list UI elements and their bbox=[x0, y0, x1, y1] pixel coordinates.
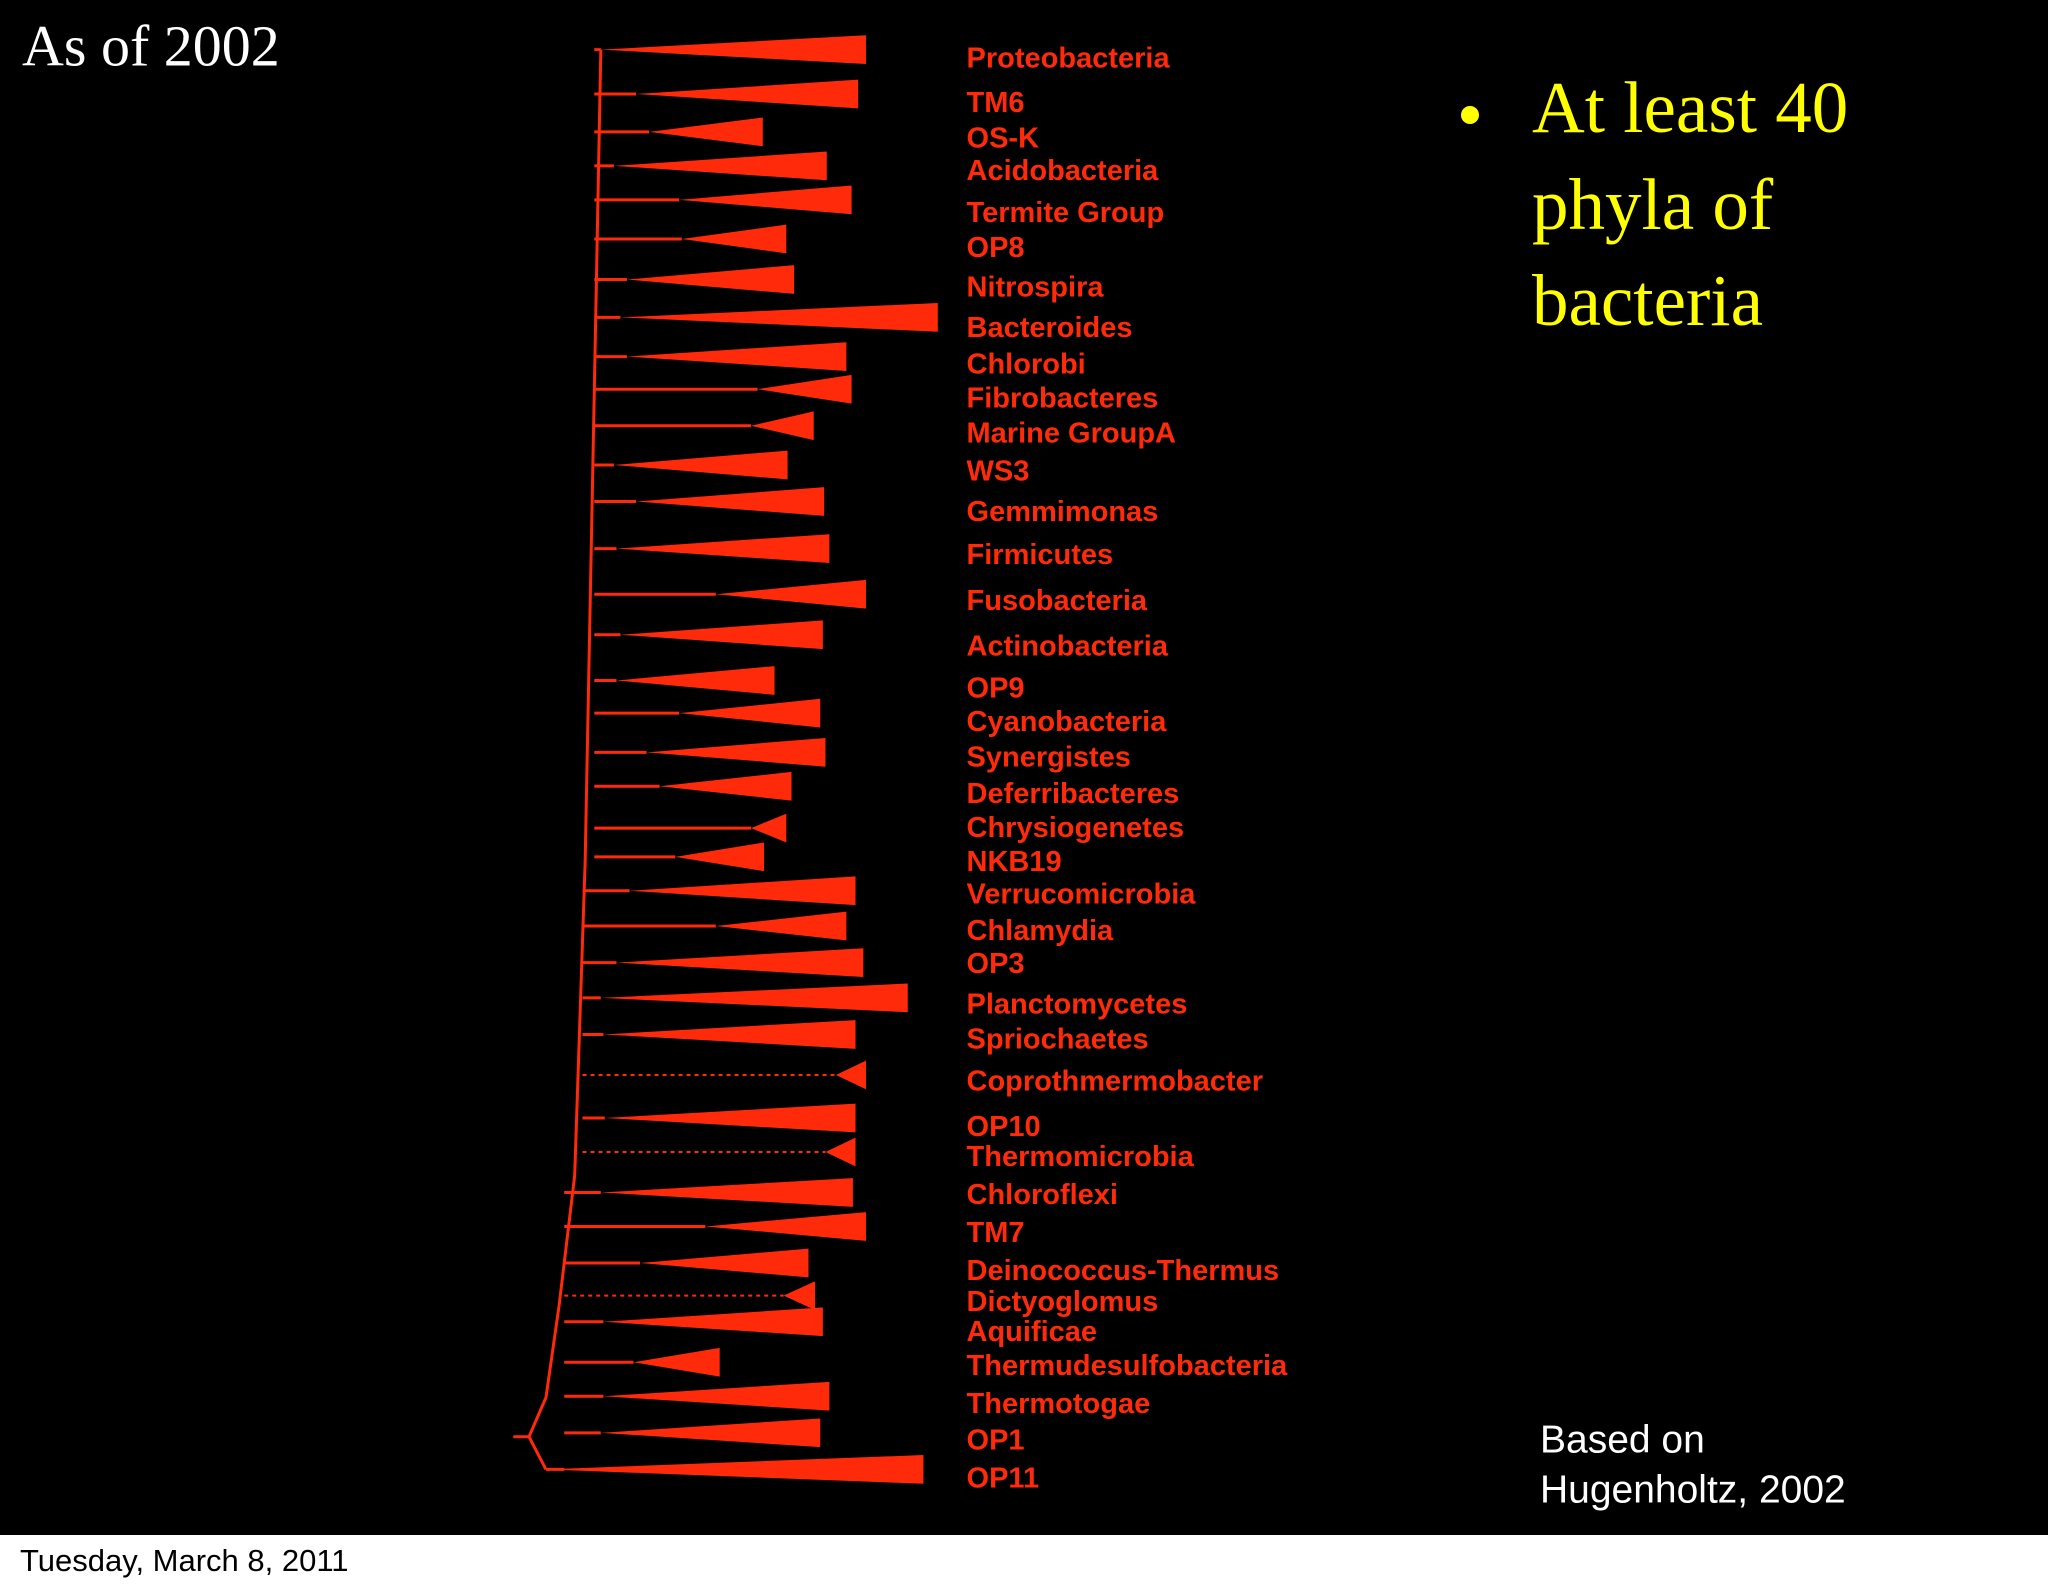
phylum-label: Termite Group bbox=[967, 197, 1165, 229]
phylum-label: Chrysiogenetes bbox=[967, 812, 1185, 844]
clade-wedge bbox=[681, 224, 787, 254]
phylum-label: Thermomicrobia bbox=[967, 1141, 1195, 1173]
clade-wedge bbox=[715, 579, 866, 609]
phylum-label: Acidobacteria bbox=[967, 155, 1160, 187]
phylum-label: OP9 bbox=[967, 672, 1025, 704]
clade-wedge bbox=[616, 534, 830, 563]
bullet-line: At least 40 bbox=[1532, 67, 1848, 148]
clade-wedge bbox=[675, 842, 765, 872]
clade-wedge bbox=[633, 1347, 720, 1377]
clade-wedge bbox=[616, 948, 864, 977]
clade-wedge bbox=[679, 185, 852, 215]
clade-wedge bbox=[646, 737, 826, 767]
clade-wedge bbox=[757, 374, 852, 404]
phylum-label: Verrucomicrobia bbox=[967, 879, 1197, 911]
phylum-label: TM7 bbox=[967, 1217, 1025, 1249]
phylum-label: Cyanobacteria bbox=[967, 706, 1168, 738]
clade-wedge bbox=[640, 1248, 809, 1278]
phylum-label: OP11 bbox=[967, 1462, 1040, 1494]
phylum-label: Fusobacteria bbox=[967, 585, 1148, 617]
phylum-label: Aquificae bbox=[967, 1316, 1098, 1348]
phylum-label: Proteobacteria bbox=[967, 43, 1171, 75]
phylum-label: Thermudesulfobacteria bbox=[967, 1350, 1289, 1382]
phylum-label: WS3 bbox=[967, 455, 1030, 487]
clade-wedge bbox=[629, 876, 856, 906]
clade-wedge bbox=[679, 698, 821, 728]
clade-wedge bbox=[636, 487, 825, 516]
phylum-label: OS-K bbox=[967, 122, 1040, 154]
phylum-label: Deferribacteres bbox=[967, 778, 1180, 810]
clade-wedge bbox=[603, 1381, 830, 1411]
phylum-label: OP8 bbox=[967, 232, 1025, 264]
clade-wedge bbox=[603, 1307, 823, 1337]
phylum-label: Deinococcus-Thermus bbox=[967, 1255, 1280, 1287]
phylum-label: NKB19 bbox=[967, 846, 1062, 878]
footer-date: Tuesday, March 8, 2011 bbox=[20, 1543, 349, 1578]
phylum-label: OP3 bbox=[967, 948, 1025, 980]
phylum-label: Synergistes bbox=[967, 742, 1131, 774]
clade-wedge bbox=[751, 411, 814, 441]
phylum-label: Spriochaetes bbox=[967, 1024, 1149, 1056]
clade-wedge bbox=[783, 1281, 816, 1311]
clade-wedge bbox=[626, 265, 795, 294]
phylum-label: Chlamydia bbox=[967, 915, 1115, 947]
credit-line: Hugenholtz, 2002 bbox=[1540, 1468, 1846, 1511]
clade-wedge bbox=[600, 983, 908, 1013]
phylum-label: Gemmimonas bbox=[967, 496, 1159, 528]
tree-root bbox=[527, 1436, 548, 1471]
phylum-label: TM6 bbox=[967, 87, 1025, 119]
phylum-label: Nitrospira bbox=[967, 271, 1105, 303]
slide-title: As of 2002 bbox=[22, 13, 280, 78]
clade-wedge bbox=[616, 666, 775, 695]
clade-wedge bbox=[715, 911, 847, 941]
phylum-label: Firmicutes bbox=[967, 539, 1114, 571]
clade-wedge bbox=[613, 151, 827, 181]
clade-wedge bbox=[620, 303, 938, 332]
phylum-label: Thermotogae bbox=[967, 1388, 1151, 1420]
phylum-label: OP1 bbox=[967, 1425, 1025, 1457]
clade-wedge bbox=[545, 1455, 924, 1484]
credit-line: Based on bbox=[1540, 1418, 1705, 1461]
clade-wedge bbox=[825, 1137, 856, 1167]
clade-wedge bbox=[604, 1103, 856, 1133]
slide-background bbox=[0, 0, 2048, 1535]
bullet-line: bacteria bbox=[1532, 260, 1763, 341]
clade-wedge bbox=[835, 1060, 866, 1090]
phylum-label: Actinobacteria bbox=[967, 630, 1169, 662]
clade-wedge bbox=[600, 1418, 821, 1448]
bullet-dot bbox=[1461, 106, 1479, 124]
phylum-label: Fibrobacteres bbox=[967, 382, 1159, 414]
tree-spine bbox=[527, 49, 603, 1438]
clade-wedge bbox=[613, 450, 788, 480]
phylum-label: Marine GroupA bbox=[967, 418, 1177, 450]
phylum-label: Coprothmermobacter bbox=[967, 1065, 1264, 1097]
clade-wedge bbox=[603, 1020, 856, 1049]
clade-wedge bbox=[659, 771, 792, 801]
clade-wedge bbox=[620, 620, 823, 650]
phylum-label: OP10 bbox=[967, 1111, 1041, 1143]
phylum-label: Planctomycetes bbox=[967, 988, 1188, 1020]
bullet-line: phyla of bbox=[1532, 164, 1774, 245]
clade-wedge bbox=[626, 342, 847, 371]
clade-wedge bbox=[705, 1212, 866, 1241]
phylum-label: Chlorobi bbox=[967, 348, 1086, 380]
clade-wedge bbox=[636, 79, 859, 109]
clade-wedge bbox=[600, 35, 866, 64]
phylum-label: Dictyoglomus bbox=[967, 1286, 1159, 1318]
clade-wedge bbox=[751, 813, 787, 843]
clade-wedge bbox=[649, 117, 763, 147]
phylum-label: Chloroflexi bbox=[967, 1179, 1118, 1211]
phylum-label: Bacteroides bbox=[967, 312, 1133, 344]
clade-wedge bbox=[600, 1178, 853, 1207]
